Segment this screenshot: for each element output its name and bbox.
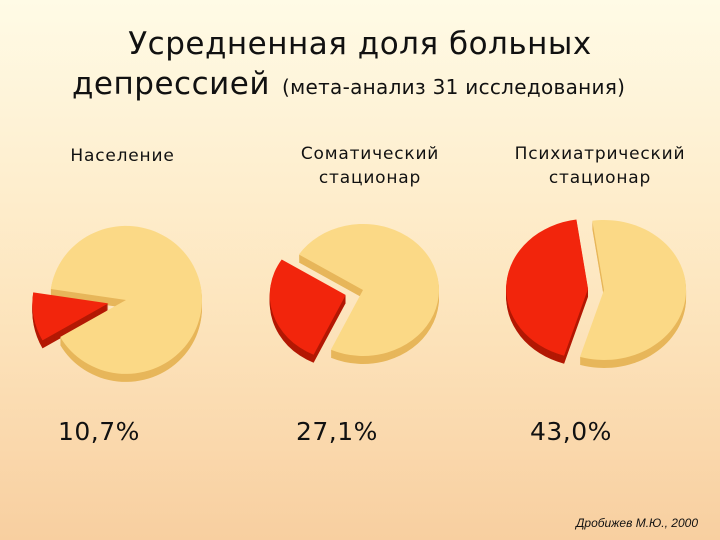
pie-label-psychiatric: Психиатрический стационар — [500, 142, 700, 190]
pie-psychiatric-rest-slice — [580, 219, 687, 360]
source-credit: Дробижев М.Ю., 2000 — [575, 516, 698, 530]
pie-value-psychiatric: 43,0% — [530, 417, 612, 446]
pie-population-rest-slice — [50, 225, 202, 374]
pie-label-somatic-line2: стационар — [318, 168, 422, 188]
pie-psychiatric-share-slice — [506, 219, 589, 356]
pie-somatic-share-slice — [269, 259, 346, 355]
pie-value-population: 10,7% — [58, 417, 140, 446]
pie-somatic-rest-slice — [298, 223, 439, 356]
pie-psychiatric — [506, 219, 687, 368]
pie-value-somatic: 27,1% — [296, 417, 378, 446]
pie-label-population-text: Население — [70, 146, 175, 166]
chart-title-main: депрессией — [72, 66, 270, 102]
pie-label-population: Население — [40, 144, 205, 168]
pie-label-somatic-line1: Соматический — [300, 144, 440, 164]
chart-title-line1: Усредненная доля больных — [128, 26, 592, 62]
chart-title-line2: депрессией (мета-анализ 31 исследования) — [72, 66, 625, 102]
pie-population-share-slice — [32, 292, 109, 341]
pie-label-psychiatric-line2: стационар — [548, 168, 652, 188]
chart-subtitle: (мета-анализ 31 исследования) — [281, 75, 626, 99]
pie-label-somatic: Соматический стационар — [270, 142, 470, 190]
pie-label-psychiatric-line1: Психиатрический — [514, 144, 686, 164]
pie-population — [32, 225, 202, 382]
pie-somatic — [269, 223, 439, 364]
